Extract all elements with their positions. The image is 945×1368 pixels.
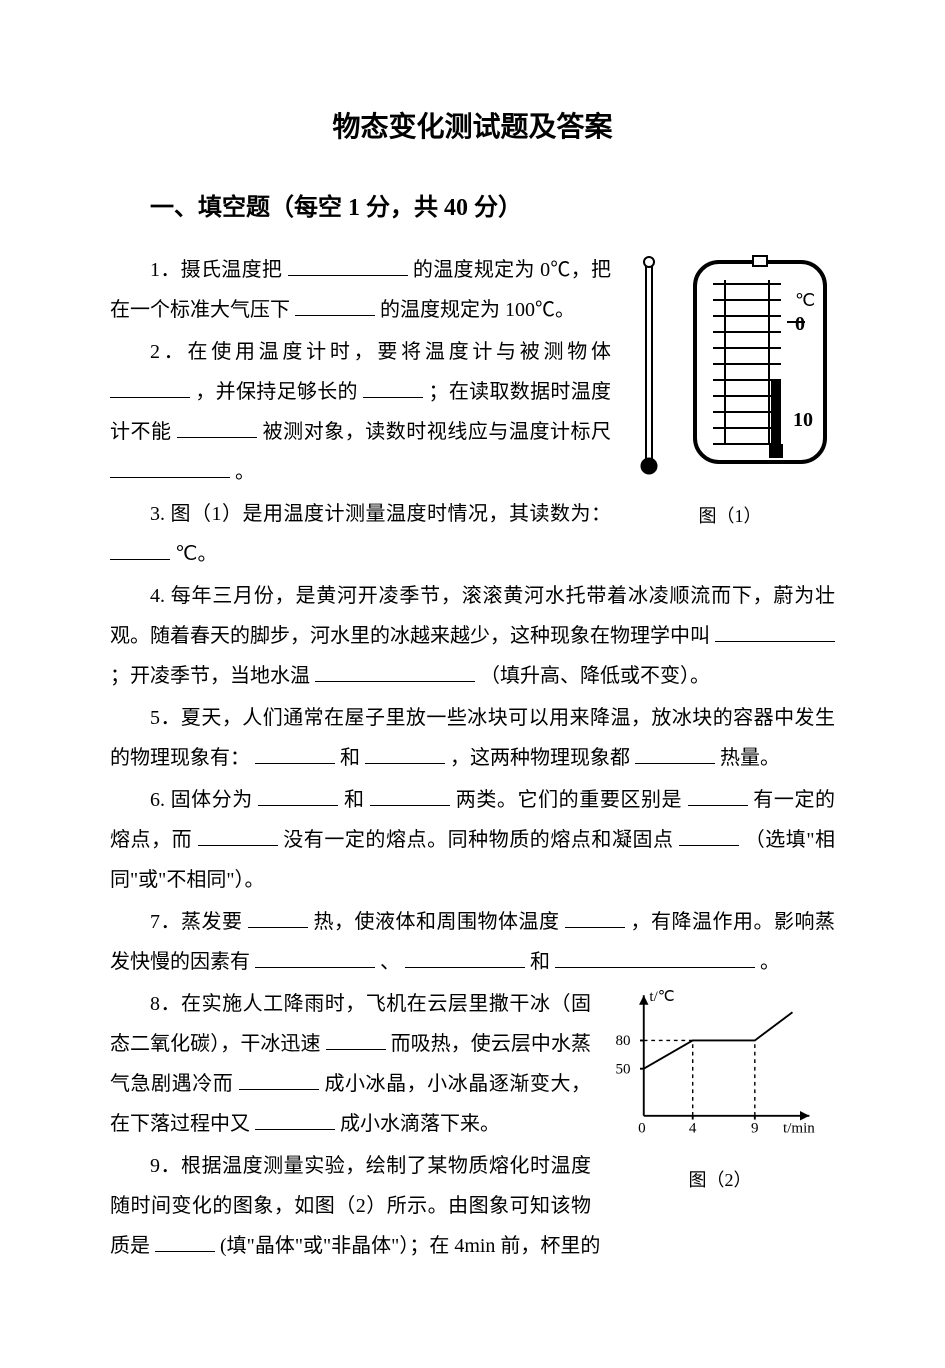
q7-text-e: 和 (530, 951, 550, 973)
doc-title: 物态变化测试题及答案 (110, 100, 835, 156)
blank (177, 418, 257, 438)
blank (405, 948, 525, 968)
blank (565, 908, 625, 928)
q7-text-b: 热，使液体和周围物体温度 (314, 911, 560, 933)
q7-text-a: 7．蒸发要 (150, 911, 243, 933)
yaxis-label: t/℃ (649, 989, 674, 1005)
figure-1: ℃ 0 10 图（1） (625, 250, 835, 534)
q3-text-b: ℃。 (175, 543, 217, 565)
blank (110, 540, 170, 560)
blank (258, 786, 338, 806)
section-heading: 一、填空题（每空 1 分，共 40 分） (150, 184, 835, 232)
q4-text-c: （填升高、降低或不变）。 (480, 665, 710, 687)
blank (370, 786, 450, 806)
blank (155, 1232, 215, 1252)
blank (255, 948, 375, 968)
q5-text-c: ，这两种物理现象都 (450, 747, 630, 769)
q5-text-d: 热量。 (720, 747, 780, 769)
blank (288, 256, 408, 276)
graph-svg: 50 80 0 4 9 t/℃ t/min (605, 984, 835, 1144)
q3-text-a: 3. 图（1）是用温度计测量温度时情况，其读数为： (150, 503, 611, 525)
blank (239, 1070, 319, 1090)
q4-text-b: ；开凌季节，当地水温 (110, 665, 310, 687)
q6-text-c: 两类。它们的重要区别是 (456, 789, 682, 811)
q2-text-a: 2．在使用温度计时，要将温度计与被测物体 (150, 341, 611, 363)
ylabel-50: 50 (616, 1061, 631, 1077)
blank (248, 908, 308, 928)
blank (198, 826, 278, 846)
blank (363, 378, 423, 398)
blank (255, 1110, 335, 1130)
q2-text-b: ，并保持足够长的 (195, 381, 358, 403)
blank (295, 296, 375, 316)
q6-text-b: 和 (344, 789, 365, 811)
q7-text-f: 。 (760, 951, 780, 973)
xaxis-label: t/min (783, 1121, 815, 1137)
figure-1-caption: 图（1） (625, 498, 835, 534)
xlabel-4: 4 (689, 1121, 697, 1137)
question-7: 7．蒸发要 热，使液体和周围物体温度 ，有降温作用。影响蒸发快慢的因素有 、 和… (110, 902, 835, 982)
blank (326, 1030, 386, 1050)
fig1-ten: 10 (793, 409, 813, 431)
blank (255, 744, 335, 764)
blank (110, 458, 230, 478)
thermometer-svg: ℃ 0 10 (625, 250, 835, 480)
fig1-unit: ℃ (795, 290, 815, 310)
blank (679, 826, 739, 846)
blank (365, 744, 445, 764)
question-5: 5．夏天，人们通常在屋子里放一些冰块可以用来降温，放冰块的容器中发生的物理现象有… (110, 698, 835, 778)
q9-text-b: (填"晶体"或"非晶体"）；在 4min 前，杯里的 (220, 1235, 600, 1257)
xlabel-0: 0 (638, 1121, 646, 1137)
q1-text-c: 的温度规定为 100℃。 (380, 299, 575, 321)
question-4: 4. 每年三月份，是黄河开凌季节，滚滚黄河水托带着冰凌顺流而下，蔚为壮观。随着春… (110, 576, 835, 696)
q6-text-e: 没有一定的熔点。同种物质的熔点和凝固点 (283, 829, 673, 851)
blank (635, 744, 715, 764)
ylabel-80: 80 (616, 1033, 631, 1049)
q2-text-d: 被测对象，读数时视线应与温度计标尺 (263, 421, 611, 443)
blank (715, 622, 835, 642)
q5-text-b: 和 (340, 747, 360, 769)
q7-text-d: 、 (380, 951, 400, 973)
figure-2: 50 80 0 4 9 t/℃ t/min 图（2） (605, 984, 835, 1198)
q8-text-d: 成小水滴落下来。 (340, 1113, 500, 1135)
blank (555, 948, 755, 968)
blank (688, 786, 748, 806)
xlabel-9: 9 (751, 1121, 759, 1137)
question-6: 6. 固体分为 和 两类。它们的重要区别是 有一定的熔点，而 没有一定的熔点。同… (110, 780, 835, 900)
q6-text-a: 6. 固体分为 (150, 789, 253, 811)
fig1-zero: 0 (795, 313, 805, 335)
q2-text-e: 。 (235, 461, 255, 483)
q1-text-a: 1．摄氏温度把 (150, 259, 282, 281)
blank (315, 662, 475, 682)
figure-2-caption: 图（2） (605, 1162, 835, 1198)
blank (110, 378, 190, 398)
